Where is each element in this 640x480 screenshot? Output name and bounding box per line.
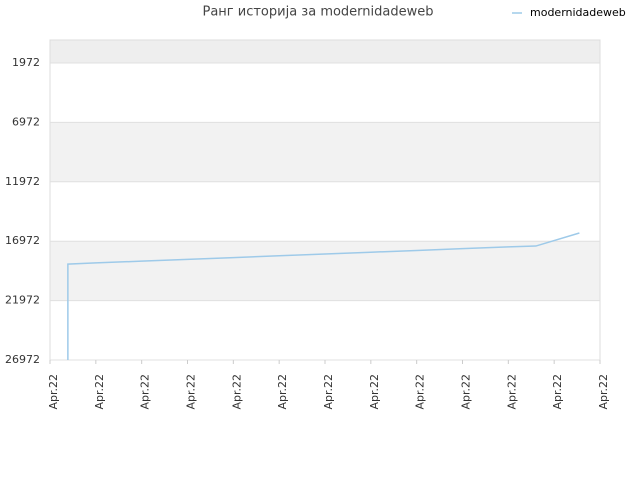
y-tick-label: 1972 (12, 56, 40, 69)
plot-border (49, 39, 601, 361)
x-tick-label: Apr.22 (47, 374, 60, 410)
x-tick-label: Apr.22 (460, 374, 473, 410)
x-tick-label: Apr.22 (322, 374, 335, 410)
band (50, 122, 600, 182)
chart-title: Ранг историја за modernidadeweb (203, 5, 434, 20)
x-tick-label: Apr.22 (551, 374, 564, 410)
x-tick-label: Apr.22 (230, 374, 243, 410)
band (50, 241, 600, 301)
band (50, 40, 600, 63)
y-tick-label: 6972 (12, 115, 40, 128)
line (67, 232, 580, 360)
x-tick-label: Apr.22 (505, 374, 518, 410)
legend-label: modernidadeweb (530, 6, 626, 19)
x-tick-label: Apr.22 (139, 374, 152, 410)
y-tick-label: 26972 (5, 353, 40, 366)
y-tick-label: 21972 (5, 294, 40, 307)
y-tick-label: 16972 (5, 234, 40, 247)
x-tick-label: Apr.22 (93, 374, 106, 410)
x-tick-label: Apr.22 (368, 374, 381, 410)
y-tick-label: 11972 (5, 175, 40, 188)
x-tick-label: Apr.22 (597, 374, 610, 410)
x-tick-label: Apr.22 (185, 374, 198, 410)
x-tick-label: Apr.22 (276, 374, 289, 410)
x-tick-label: Apr.22 (414, 374, 427, 410)
